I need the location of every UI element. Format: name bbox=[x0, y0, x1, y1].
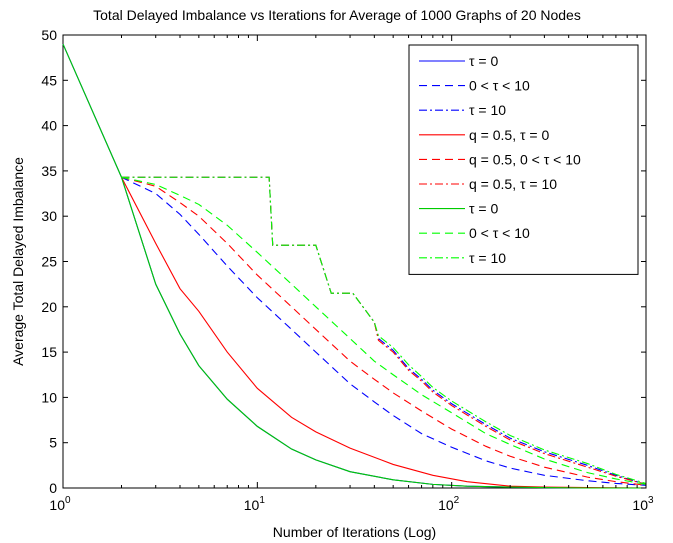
y-tick-label: 15 bbox=[41, 344, 57, 360]
x-tick-label: 102 bbox=[438, 495, 460, 513]
y-tick-label: 30 bbox=[41, 208, 57, 224]
y-tick-label: 5 bbox=[49, 435, 57, 451]
x-tick-label: 103 bbox=[632, 495, 654, 513]
series-line-5 bbox=[121, 176, 647, 486]
legend-label-2: 0 < τ < 10 bbox=[469, 78, 530, 94]
y-tick-label: 25 bbox=[41, 254, 57, 270]
series-line-9 bbox=[121, 176, 647, 484]
ticks-layer: 0 5 10 15 20 25 30 35 40 45 50 100 101 102 103 bbox=[41, 27, 654, 513]
legend-label-8: 0 < τ < 10 bbox=[469, 225, 530, 241]
series-layer bbox=[62, 43, 647, 489]
y-tick-label: 50 bbox=[41, 27, 57, 43]
legend-label-5: q = 0.5, 0 < τ < 10 bbox=[469, 151, 581, 167]
y-tick-label: 40 bbox=[41, 118, 57, 134]
series-line-8 bbox=[121, 176, 647, 485]
y-tick-label: 45 bbox=[41, 72, 57, 88]
series-line-2 bbox=[121, 176, 647, 486]
y-tick-label: 0 bbox=[49, 480, 57, 496]
series-line-7 bbox=[62, 43, 646, 489]
y-axis-label: Average Total Delayed Imbalance bbox=[10, 157, 26, 366]
x-tick-label: 100 bbox=[49, 495, 71, 513]
series-line-4 bbox=[121, 176, 647, 489]
x-tick-label: 101 bbox=[244, 495, 266, 513]
legend-label-1: τ = 0 bbox=[469, 53, 498, 69]
legend-label-9: τ = 10 bbox=[469, 250, 506, 266]
legend-label-7: τ = 0 bbox=[469, 201, 498, 217]
legend-label-4: q = 0.5, τ = 0 bbox=[469, 127, 549, 143]
legend-label-3: τ = 10 bbox=[469, 102, 506, 118]
y-tick-label: 35 bbox=[41, 163, 57, 179]
y-tick-label: 20 bbox=[41, 299, 57, 315]
y-tick-label: 10 bbox=[41, 389, 57, 405]
chart-title: Total Delayed Imbalance vs Iterations fo… bbox=[93, 7, 581, 23]
legend-label-6: q = 0.5, τ = 10 bbox=[469, 176, 557, 192]
legend: τ = 0 0 < τ < 10 τ = 10 q = 0.5, τ = 0 q = 0… bbox=[408, 44, 639, 275]
x-axis-label: Number of Iterations (Log) bbox=[273, 524, 436, 540]
